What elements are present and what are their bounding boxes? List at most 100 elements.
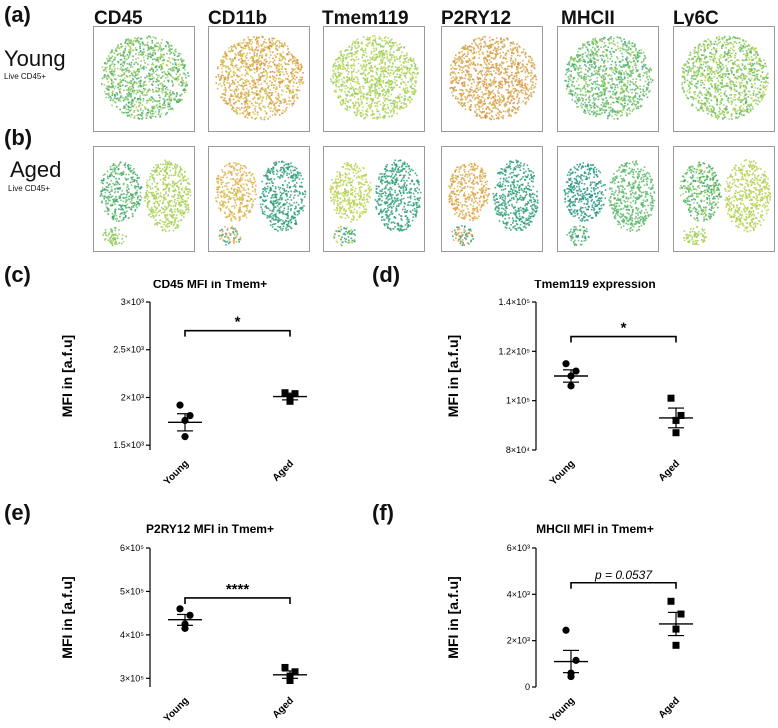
y-tick-label: 1.2×10⁵: [498, 346, 530, 356]
tsne-plot-young-p2ry12: [441, 26, 543, 132]
data-point-aged: [677, 411, 685, 419]
chart-title: CD45 MFI in Tmem+: [153, 280, 267, 291]
marker-header-p2ry12: P2RY12: [441, 8, 512, 29]
y-tick-label: 5×10⁵: [120, 586, 144, 596]
tsne-plot-young-ly6c: [673, 26, 775, 132]
data-point-aged: [291, 668, 299, 676]
data-point-young: [567, 382, 575, 390]
y-tick-label: 1.5×10³: [113, 440, 144, 450]
data-point-young: [562, 360, 570, 368]
row-label-young: Young: [4, 46, 66, 71]
data-point-aged: [291, 390, 299, 398]
chart-p2ry12-mfi: P2RY12 MFI in Tmem+ MFI in [a.f.u] 3×10⁵ 4×…: [59, 522, 307, 725]
data-point-aged: [281, 389, 289, 397]
y-tick-label: 3×10⁵: [120, 673, 144, 683]
x-category-label: Aged: [657, 695, 682, 720]
x-category-label: Young: [162, 458, 191, 487]
row-sublabel-young: Live CD45+: [4, 72, 47, 81]
chart-title: P2RY12 MFI in Tmem+: [146, 522, 274, 536]
y-tick-label: 4×10⁵: [120, 630, 144, 640]
significance-bracket: [184, 329, 291, 337]
data-point-young: [186, 611, 194, 619]
x-category-label: Young: [548, 695, 577, 724]
y-tick-label: 2×10³: [121, 392, 144, 402]
significance-label: p = 0.0537: [594, 568, 653, 582]
data-point-aged: [286, 397, 294, 405]
tsne-plot-young-tmem119: [323, 26, 425, 132]
data-point-aged: [672, 625, 680, 633]
data-point-aged: [286, 676, 294, 684]
marker-header-ly6c: Ly6C: [673, 8, 719, 29]
data-point-young: [572, 656, 580, 664]
significance-bracket: [184, 597, 291, 604]
panel-label-b: (b): [4, 125, 33, 150]
tsne-plot-aged-cd45: [93, 146, 195, 252]
y-tick-label: 3×10³: [121, 297, 144, 307]
panel-label-a: (a): [4, 2, 31, 27]
y-tick-label: 1.4×10⁵: [498, 297, 530, 307]
panel-label-d: (d): [372, 262, 401, 287]
tsne-plot-aged-ly6c: [673, 146, 775, 252]
y-tick-label: 6×10³: [507, 543, 530, 553]
data-point-young: [562, 626, 570, 634]
significance-label: ****: [226, 581, 250, 598]
data-point-young: [176, 401, 184, 409]
data-point-young: [181, 624, 189, 632]
tsne-plot-aged-p2ry12: [441, 146, 543, 252]
data-point-aged: [672, 416, 680, 424]
tsne-plot-aged-tmem119: [323, 146, 425, 252]
y-axis-label: MFI in [a.f.u]: [445, 576, 461, 658]
data-point-aged: [286, 393, 294, 401]
chart-tmem119-expression: Tmem119 expression MFI in [a.f.u] 8×10⁴ 1×1…: [445, 280, 693, 488]
data-point-young: [176, 605, 184, 613]
panel-label-e: (e): [4, 500, 31, 525]
data-point-aged: [667, 597, 675, 605]
chart-title: MHCII MFI in Tmem+: [536, 522, 654, 536]
data-point-young: [572, 367, 580, 375]
chart-mhcii-mfi: MHCII MFI in Tmem+ MFI in [a.f.u] 0 2×10³ 4×…: [445, 522, 693, 725]
data-point-young: [567, 672, 575, 681]
tsne-plot-young-cd11b: [208, 26, 310, 132]
data-point-aged: [672, 429, 680, 437]
y-axis-label: MFI in [a.f.u]: [59, 335, 75, 417]
y-tick-label: 2.5×10³: [113, 345, 144, 355]
y-tick-label: 4×10³: [507, 589, 530, 599]
data-point-young: [186, 412, 194, 420]
marker-header-cd45: CD45: [94, 8, 143, 29]
tsne-plot-young-cd45: [93, 26, 195, 132]
x-category-label: Young: [548, 458, 577, 487]
marker-header-cd11b: CD11b: [208, 8, 268, 29]
y-tick-label: 8×10⁴: [506, 445, 530, 455]
tsne-plot-aged-mhcii: [557, 146, 659, 252]
y-axis-label: MFI in [a.f.u]: [445, 335, 461, 417]
x-category-label: Aged: [657, 458, 682, 483]
tsne-plot-young-mhcii: [557, 26, 659, 132]
panel-label-c: (c): [4, 262, 31, 287]
row-label-aged: Aged: [10, 157, 62, 182]
y-tick-label: 6×10⁵: [120, 543, 144, 553]
chart-title: Tmem119 expression: [534, 280, 655, 291]
y-axis-label: MFI in [a.f.u]: [59, 576, 75, 658]
data-point-aged: [281, 663, 289, 671]
data-point-aged: [677, 610, 685, 618]
x-category-label: Young: [162, 695, 191, 724]
x-category-label: Aged: [271, 695, 296, 720]
significance-label: *: [235, 314, 241, 331]
data-point-aged: [672, 641, 680, 649]
row-sublabel-aged: Live CD45+: [8, 184, 51, 193]
marker-header-tmem119: Tmem119: [322, 8, 409, 29]
significance-bracket: [570, 335, 677, 343]
tsne-plot-aged-cd11b: [208, 146, 310, 252]
marker-header-mhcii: MHCII: [561, 8, 615, 29]
data-point-young: [567, 372, 575, 380]
significance-label: *: [621, 320, 627, 337]
y-tick-label: 1×10⁵: [506, 396, 530, 406]
chart-cd45-mfi: CD45 MFI in Tmem+ MFI in [a.f.u] 1.5×10³ 2×…: [59, 280, 307, 488]
data-point-aged: [286, 672, 294, 680]
panel-label-f: (f): [372, 500, 394, 525]
significance-bracket: [570, 581, 677, 589]
x-category-label: Aged: [271, 458, 296, 483]
y-tick-label: 2×10³: [507, 636, 530, 646]
y-tick-label: 0: [525, 682, 530, 692]
data-point-young: [181, 416, 189, 424]
